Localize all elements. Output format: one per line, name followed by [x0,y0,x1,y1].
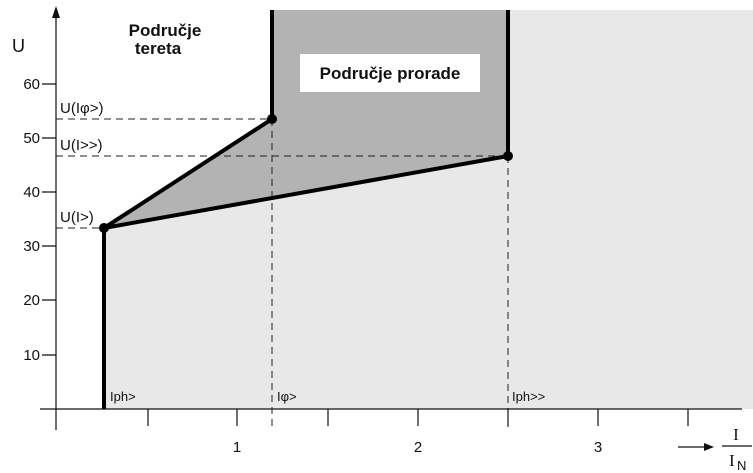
y-tick-label: 30 [23,238,40,255]
level-label: U(I>) [60,209,94,226]
point [99,223,109,233]
y-arrow [52,6,60,18]
level-label: U(I>>) [60,137,103,154]
threshold-label: Iph> [110,389,136,404]
point [503,151,513,161]
x-tick-marks [147,409,689,426]
x-tick-label: 3 [594,439,602,456]
operating-region [104,10,753,409]
guide-lines [56,118,509,430]
region-label: Područje prorade [320,64,461,83]
y-tick-label: 20 [23,292,40,309]
threshold-label: Iph>> [512,389,545,404]
point [267,114,277,124]
x-tick-label: 1 [233,439,241,456]
level-label: U(Iφ>) [60,100,103,117]
unit-subscript: N [737,458,746,473]
unit-arrow-head [704,443,714,451]
threshold-label: Iφ> [277,389,297,404]
upper-boundary [102,10,274,409]
y-tick-marks [42,83,56,356]
region-label: tereta [135,39,182,58]
x-tick-label: 2 [414,439,422,456]
unit-denominator: I [729,451,735,470]
y-tick-label: 10 [23,347,40,364]
y-tick-label: 60 [23,76,40,93]
unit-numerator: I [733,425,739,444]
trip-label-box [300,54,480,92]
y-axis-label: U [12,36,25,56]
y-tick-label: 40 [23,184,40,201]
region-label: Područje [129,21,202,40]
y-tick-label: 50 [23,130,40,147]
